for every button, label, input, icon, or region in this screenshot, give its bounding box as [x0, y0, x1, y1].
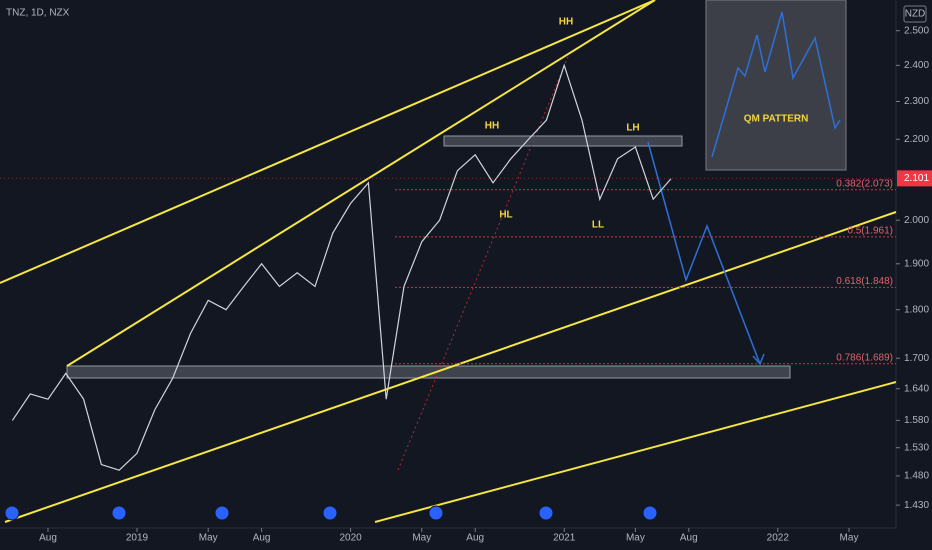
x-tick-label: Aug — [39, 533, 57, 544]
y-tick-label: 1.900 — [904, 258, 929, 269]
annotation: HH — [485, 121, 499, 132]
inset-box — [705, 0, 847, 171]
y-tick-label: 1.640 — [904, 383, 929, 394]
y-tick-label: 2.400 — [904, 60, 929, 71]
y-tick-label: 1.580 — [904, 415, 929, 426]
y-tick-label: 1.530 — [904, 442, 929, 453]
dividend-icons — [4, 505, 658, 521]
x-tick-label: May — [199, 533, 218, 544]
x-tick-label: May — [412, 533, 431, 544]
x-tick-label: 2020 — [339, 533, 362, 544]
annotation: LH — [626, 123, 639, 134]
x-tick-label: 2022 — [767, 533, 790, 544]
x-tick-label: May — [626, 533, 645, 544]
x-tick-label: May — [840, 533, 859, 544]
fib-label: 0.618(1.848) — [836, 276, 893, 287]
fib-diagonal — [397, 51, 571, 471]
y-tick-label: 1.480 — [904, 471, 929, 482]
last-price-label: 2.101 — [904, 173, 929, 184]
zone-box — [66, 365, 791, 379]
x-tick-label: Aug — [466, 533, 484, 544]
trend-line — [4, 211, 897, 523]
x-tick-label: Aug — [680, 533, 698, 544]
x-tick-label: Aug — [253, 533, 271, 544]
y-tick-label: 1.800 — [904, 304, 929, 315]
y-tick-label: 2.000 — [904, 215, 929, 226]
x-tick-label: 2021 — [553, 533, 576, 544]
inset-pattern — [711, 11, 841, 158]
fib-label: 0.786(1.689) — [836, 352, 893, 363]
projection — [647, 141, 761, 365]
annotation: LL — [592, 220, 604, 231]
trend-line — [66, 0, 656, 367]
fib-label: 0.5(1.961) — [847, 226, 893, 237]
fib-label: 0.382(2.073) — [836, 178, 893, 189]
last-price-tag — [897, 170, 932, 187]
y-tick-label: 2.500 — [904, 25, 929, 36]
trend-line — [0, 0, 656, 284]
annotation: HH — [559, 17, 573, 28]
x-tick-label: 2019 — [126, 533, 149, 544]
trend-lines — [0, 0, 897, 523]
chart-title: TNZ, 1D, NZX — [6, 8, 70, 19]
trend-line — [374, 381, 897, 523]
annotation: HL — [499, 210, 512, 221]
y-tick-label: 1.430 — [904, 500, 929, 511]
price-line — [11, 63, 672, 471]
y-tick-label: 2.200 — [904, 134, 929, 145]
y-tick-label: 1.700 — [904, 353, 929, 364]
y-tick-label: 2.300 — [904, 96, 929, 107]
currency-box — [903, 5, 927, 23]
zone-box — [443, 135, 683, 147]
annotation: QM PATTERN — [744, 114, 809, 125]
currency: NZD — [905, 9, 926, 20]
